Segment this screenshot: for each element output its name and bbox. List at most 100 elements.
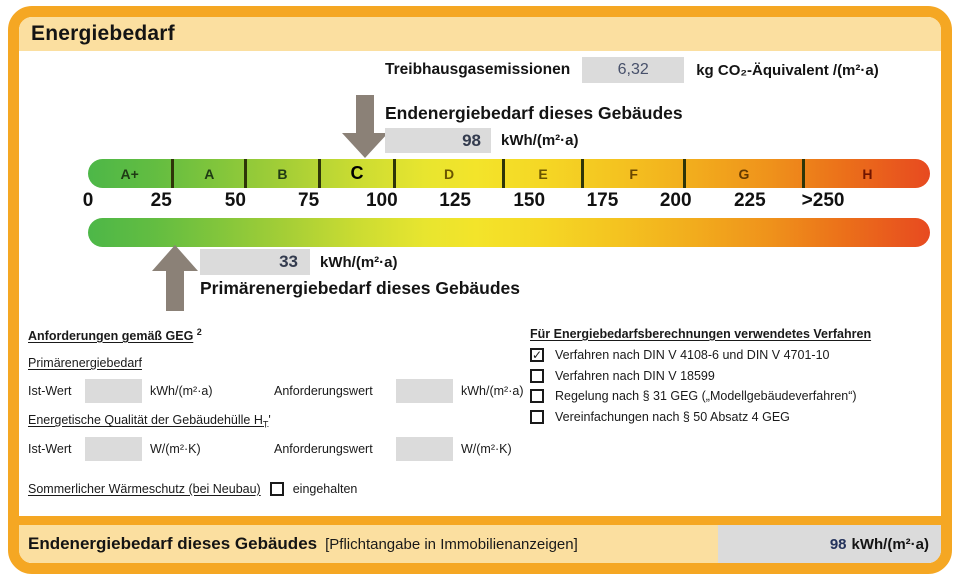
requirements-heading-footnote: 2 bbox=[196, 327, 202, 337]
summer-heat-protection-label: Sommerlicher Wärmeschutz (bei Neubau) bbox=[28, 482, 261, 496]
primary-req-value-field[interactable] bbox=[396, 379, 453, 403]
arrow-head bbox=[152, 245, 198, 271]
ghg-value-field[interactable]: 6,32 bbox=[582, 57, 685, 83]
ist-wert-label: Ist-Wert bbox=[28, 384, 72, 398]
section-header: Energiebedarf bbox=[19, 17, 941, 51]
page-title: Energiebedarf bbox=[31, 22, 175, 45]
method-checkbox[interactable] bbox=[530, 409, 544, 424]
arrow-stem bbox=[356, 95, 374, 135]
method-checkbox[interactable] bbox=[530, 368, 544, 383]
tick-label: 200 bbox=[659, 190, 692, 211]
primary-energy-row: 33 kWh/(m²·a) bbox=[200, 249, 520, 275]
tick-label: 25 bbox=[150, 190, 172, 211]
method-item: Verfahren nach DIN V 4108-6 und DIN V 47… bbox=[530, 348, 930, 362]
method-item: Vereinfachungen nach § 50 Absatz 4 GEG bbox=[530, 409, 930, 424]
primary-energy-value-field[interactable]: 33 bbox=[200, 249, 310, 275]
class-label: D bbox=[443, 165, 455, 182]
method-item: Regelung nach § 31 GEG („Modellgebäudeve… bbox=[530, 389, 930, 403]
class-label: H bbox=[862, 165, 873, 182]
primary-ist-value-field[interactable] bbox=[85, 379, 142, 403]
ghg-label: Treibhausgasemissionen bbox=[385, 61, 571, 78]
tick-label: 225 bbox=[733, 190, 766, 211]
scale-segment-h: H bbox=[805, 159, 930, 188]
method-label: Regelung nach § 31 GEG („Modellgebäudeve… bbox=[555, 389, 857, 403]
ghg-row: Treibhausgasemissionen 6,32 kg CO₂-Äquiv… bbox=[385, 57, 879, 83]
summer-heat-protection-checkbox[interactable] bbox=[269, 482, 284, 496]
ghg-unit: kg CO₂-Äquivalent /(m²·a) bbox=[696, 61, 879, 79]
primary-energy-unit: kWh/(m²·a) bbox=[320, 253, 398, 271]
methods-section: Für Energiebedarfsberechnungen verwendet… bbox=[530, 327, 930, 430]
method-checkbox[interactable] bbox=[530, 389, 544, 403]
scale-gradient-bar bbox=[88, 218, 930, 247]
efficiency-class-scale: A+ A B C D E F G H bbox=[88, 159, 930, 188]
arrow-stem bbox=[166, 270, 184, 311]
scale-segment-f: F bbox=[584, 159, 686, 188]
primary-requirement-row: Ist-Wert kWh/(m²·a) Anforderungswert kWh… bbox=[28, 378, 551, 404]
eingehalten-label: eingehalten bbox=[292, 482, 358, 496]
requirements-heading: Anforderungen gemäß GEG 2 bbox=[28, 327, 202, 343]
tick-label: >250 bbox=[801, 190, 845, 211]
primary-requirement-heading: Primärenergiebedarf bbox=[28, 356, 142, 370]
class-label: A bbox=[204, 165, 215, 182]
anforderungswert-label: Anforderungswert bbox=[274, 442, 373, 456]
envelope-req-value-field[interactable] bbox=[396, 437, 453, 461]
envelope-ist-value-field[interactable] bbox=[85, 437, 142, 461]
end-energy-pointer-arrow-icon bbox=[342, 95, 388, 158]
anforderungswert-label: Anforderungswert bbox=[274, 384, 373, 398]
footer-value: 98 bbox=[829, 535, 847, 553]
envelope-requirement-row: Ist-Wert W/(m²·K) Anforderungswert W/(m²… bbox=[28, 436, 551, 462]
scale-tick-labels: 0 25 50 75 100 125 150 175 200 225 >250 bbox=[83, 190, 930, 214]
envelope-heading-prime: ' bbox=[268, 413, 271, 427]
method-checkbox-checked[interactable] bbox=[530, 348, 544, 362]
class-label: F bbox=[629, 165, 638, 182]
primary-energy-title: Primärenergiebedarf dieses Gebäudes bbox=[200, 278, 520, 298]
requirements-heading-text: Anforderungen gemäß GEG bbox=[28, 329, 194, 344]
arrow-head bbox=[342, 133, 388, 158]
envelope-quality-heading: Energetische Qualität der Gebäudehülle H… bbox=[28, 413, 271, 430]
scale-segment-d: D bbox=[396, 159, 505, 188]
footer-band: Endenergiebedarf dieses Gebäudes [Pflich… bbox=[19, 516, 941, 563]
scale-segment-e: E bbox=[505, 159, 585, 188]
class-label-current: C bbox=[350, 163, 364, 183]
method-label: Vereinfachungen nach § 50 Absatz 4 GEG bbox=[555, 409, 790, 424]
tick-label: 50 bbox=[224, 190, 246, 211]
tick-label: 75 bbox=[298, 190, 320, 211]
primary-energy-pointer-arrow-icon bbox=[152, 245, 198, 311]
tick-label: 0 bbox=[82, 190, 94, 211]
end-energy-block: Endenergiebedarf dieses Gebäudes 98 kWh/… bbox=[385, 103, 683, 153]
scale-segment-c-current: C bbox=[321, 159, 397, 188]
end-energy-value-field[interactable]: 98 bbox=[385, 128, 491, 153]
footer-title: Endenergiebedarf dieses Gebäudes bbox=[28, 534, 318, 553]
tick-label: 125 bbox=[439, 190, 471, 211]
scale-segment-a-plus: A+ bbox=[88, 159, 175, 188]
end-energy-unit: kWh/(m²·a) bbox=[501, 132, 579, 149]
scale-segment-b: B bbox=[247, 159, 321, 188]
methods-heading: Für Energiebedarfsberechnungen verwendet… bbox=[530, 327, 872, 341]
primary-ist-unit: kWh/(m²·a) bbox=[150, 384, 213, 398]
end-energy-title: Endenergiebedarf dieses Gebäudes bbox=[385, 103, 683, 123]
summer-heat-protection-row: Sommerlicher Wärmeschutz (bei Neubau) ei… bbox=[28, 482, 357, 496]
certificate-frame: Energiebedarf Treibhausgasemissionen 6,3… bbox=[8, 6, 952, 574]
method-label: Verfahren nach DIN V 18599 bbox=[555, 368, 715, 383]
scale-segment-g: G bbox=[686, 159, 805, 188]
class-label: G bbox=[738, 165, 750, 182]
ist-wert-label: Ist-Wert bbox=[28, 442, 72, 456]
tick-label: 150 bbox=[513, 190, 546, 211]
method-label: Verfahren nach DIN V 4108-6 und DIN V 47… bbox=[555, 348, 830, 362]
end-energy-row: 98 kWh/(m²·a) bbox=[385, 128, 683, 153]
scale-segment-a: A bbox=[174, 159, 248, 188]
class-label: B bbox=[277, 165, 288, 182]
envelope-req-unit: W/(m²·K) bbox=[461, 442, 512, 456]
class-label: A+ bbox=[120, 165, 139, 182]
footer-unit: kWh/(m²·a) bbox=[851, 535, 930, 553]
footer-value-field[interactable]: 98 kWh/(m²·a) bbox=[718, 525, 941, 563]
tick-label: 175 bbox=[586, 190, 619, 211]
certificate-body: Treibhausgasemissionen 6,32 kg CO₂-Äquiv… bbox=[19, 51, 941, 516]
footer-note: [Pflichtangabe in Immobilienanzeigen] bbox=[325, 535, 578, 553]
method-item: Verfahren nach DIN V 18599 bbox=[530, 368, 930, 383]
tick-label: 100 bbox=[365, 190, 398, 211]
class-label: E bbox=[538, 165, 548, 182]
primary-req-unit: kWh/(m²·a) bbox=[461, 384, 524, 398]
primary-energy-block: 33 kWh/(m²·a) Primärenergiebedarf dieses… bbox=[200, 249, 520, 299]
